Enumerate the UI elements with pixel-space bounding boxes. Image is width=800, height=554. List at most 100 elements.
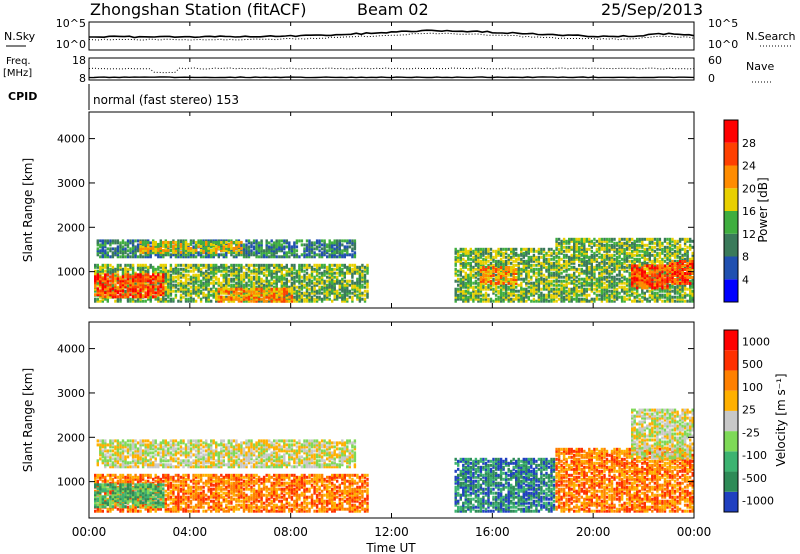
power-cell (194, 279, 198, 283)
power-cell (159, 289, 162, 293)
power-cell (678, 245, 682, 249)
power-cell (532, 253, 536, 257)
power-cell (212, 267, 215, 271)
power-cell (522, 263, 525, 267)
power-cell (318, 291, 321, 295)
power-cell (268, 249, 271, 253)
power-cell (217, 269, 220, 273)
power-cell (338, 285, 341, 289)
power-cell (547, 269, 551, 273)
power-cell (557, 267, 561, 271)
power-cell (227, 283, 230, 287)
power-cell (603, 297, 606, 301)
power-cell (479, 247, 483, 251)
noise-right-tick-bottom: 10^0 (708, 38, 738, 51)
power-cell (280, 283, 283, 287)
power-cell (585, 275, 588, 279)
power-cell (492, 274, 495, 277)
power-cell (555, 291, 558, 295)
power-cell (535, 275, 538, 279)
power-cell (603, 293, 606, 297)
power-cell (280, 295, 283, 299)
power-cell (502, 293, 505, 297)
power-cell (290, 253, 294, 257)
power-cell (192, 263, 195, 267)
power-cell (177, 281, 180, 285)
power-cell (651, 237, 654, 241)
power-cell (331, 245, 334, 249)
power-cell (358, 297, 362, 301)
power-cell (575, 299, 578, 303)
power-cell (517, 289, 520, 293)
power-cell (573, 243, 576, 247)
power-cell (346, 239, 349, 243)
power-cell (454, 287, 457, 291)
power-cell (628, 289, 631, 293)
power-cell (552, 279, 556, 283)
power-cell (457, 283, 460, 287)
power-cell (494, 293, 498, 297)
power-cell (305, 287, 309, 291)
power-cell (613, 243, 616, 247)
power-cell (356, 283, 359, 287)
power-cell (260, 239, 263, 243)
power-cell (144, 291, 147, 295)
power-cell (555, 273, 558, 277)
power-cell (99, 251, 102, 255)
power-cell (144, 279, 147, 283)
power-cell (252, 291, 256, 295)
power-cell (320, 299, 324, 303)
power-cell (341, 295, 344, 299)
power-cell (575, 291, 578, 295)
power-cell (562, 287, 566, 291)
power-cell (290, 277, 294, 281)
power-cell (520, 259, 523, 263)
power-cell (550, 287, 553, 291)
power-cell (517, 267, 520, 271)
power-cell (555, 281, 558, 285)
power-cell (512, 278, 515, 281)
power-cell (247, 277, 251, 281)
power-cell (464, 299, 467, 303)
power-cell (172, 250, 175, 254)
power-cell (336, 271, 339, 275)
power-cell (641, 241, 644, 245)
power-cell (585, 255, 588, 259)
power-cell (331, 287, 334, 291)
power-cell (96, 247, 99, 251)
power-cell (583, 269, 586, 273)
power-cell (507, 259, 510, 263)
power-cell (222, 297, 225, 301)
power-cell (182, 269, 185, 273)
power-cell (197, 265, 200, 269)
power-cell (94, 263, 97, 267)
power-cell (227, 244, 230, 248)
power-cell (202, 287, 205, 291)
power-cell (557, 275, 561, 279)
power-cell (348, 265, 351, 269)
power-cell (628, 265, 631, 269)
power-cell (210, 299, 213, 303)
power-cell (625, 269, 629, 273)
power-cell (595, 265, 599, 269)
power-cell (96, 275, 99, 279)
power-cell (499, 257, 503, 261)
power-cell (129, 277, 132, 281)
power-cell (131, 271, 135, 275)
power-cell (658, 297, 662, 301)
power-cell (515, 268, 518, 271)
power-cell (144, 299, 147, 303)
power-cell (472, 285, 475, 289)
power-cell (522, 261, 525, 265)
power-cell (260, 291, 263, 295)
power-cell (270, 299, 273, 303)
power-cell (179, 253, 183, 257)
power-cell (159, 248, 162, 252)
power-cell (363, 299, 367, 303)
power-cell (547, 249, 551, 253)
power-cell (570, 245, 573, 249)
power-cell (96, 279, 99, 283)
power-cell (315, 277, 319, 281)
power-cell (124, 285, 127, 289)
power-cell (459, 273, 462, 277)
